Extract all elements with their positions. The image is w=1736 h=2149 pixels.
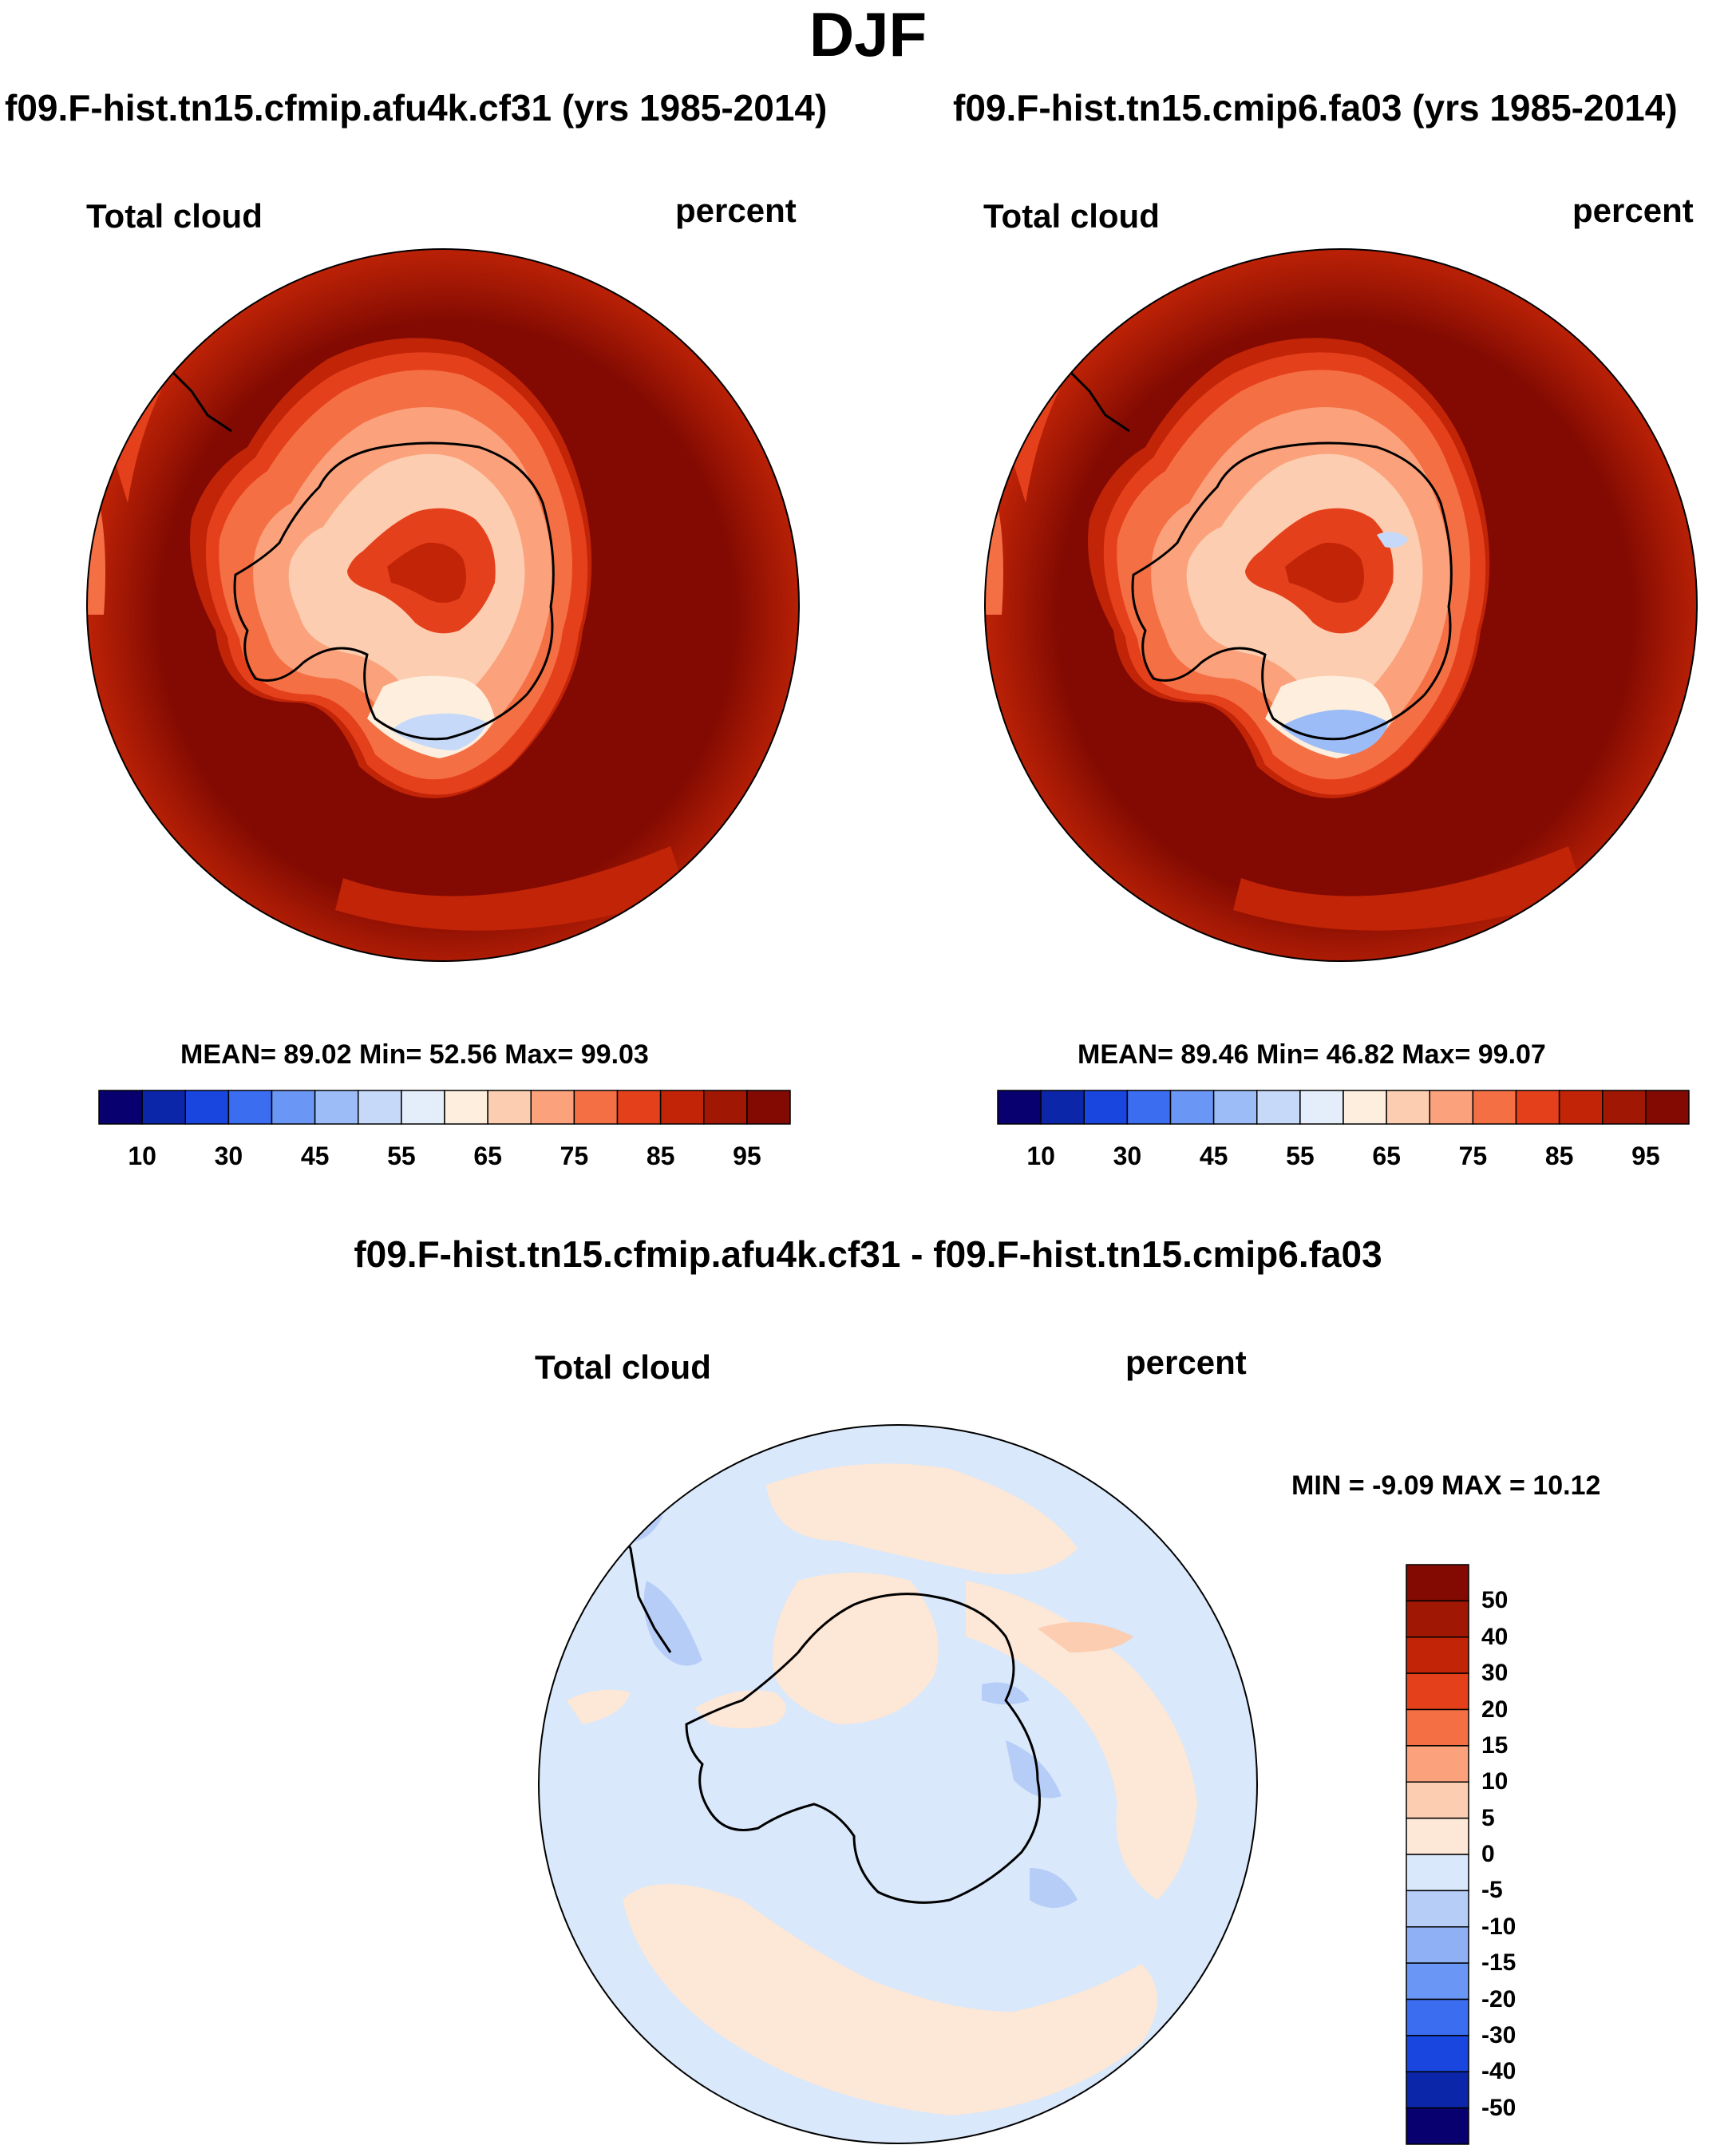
colorbar-swatch (141, 1090, 186, 1125)
colorbar-swatch (1299, 1090, 1344, 1125)
colorbar-swatch (1406, 1781, 1469, 1819)
colorbar-tick-label: -40 (1481, 2058, 1517, 2085)
colorbar-tick-label: 75 (560, 1142, 589, 1170)
diff-stats: MIN = -9.09 MAX = 10.12 (1291, 1470, 1601, 1501)
colorbar-swatch (1406, 1636, 1469, 1674)
colorbar-swatch (1083, 1090, 1129, 1125)
colorbar-tick-label: 10 (128, 1142, 156, 1170)
colorbar-swatch (1406, 1745, 1469, 1783)
colorbar-tick-label: 5 (1481, 1804, 1495, 1831)
colorbar-swatch (401, 1090, 445, 1125)
panel2-units-label: percent (1572, 192, 1694, 229)
colorbar-swatch (1472, 1090, 1517, 1125)
colorbar-swatch (1406, 1998, 1469, 2036)
colorbar-tick-label: 55 (1286, 1142, 1315, 1170)
colorbar-tick-label: 30 (1481, 1660, 1509, 1687)
colorbar-swatch (1169, 1090, 1215, 1125)
colorbar-swatch (98, 1090, 143, 1125)
colorbar-swatch (1040, 1090, 1085, 1125)
colorbar-swatch (1256, 1090, 1301, 1125)
colorbar-tick-label: -30 (1481, 2021, 1517, 2048)
colorbar-tick-label: 15 (1481, 1731, 1509, 1759)
colorbar-swatch (1406, 1564, 1469, 1602)
colorbar-tick-label: -10 (1481, 1913, 1517, 1940)
panel2-map (984, 248, 1698, 962)
colorbar-swatch (358, 1090, 402, 1125)
diff-colorbar (1406, 1564, 1469, 2145)
colorbar-swatch (1406, 2071, 1469, 2109)
colorbar-swatch (1515, 1090, 1560, 1125)
colorbar-swatch (1406, 1708, 1469, 1747)
main-title: DJF (809, 0, 927, 69)
colorbar-swatch (314, 1090, 359, 1125)
panel1-colorbar (98, 1090, 791, 1125)
colorbar-tick-label: 30 (214, 1142, 243, 1170)
colorbar-swatch (573, 1090, 619, 1125)
colorbar-tick-label: 55 (387, 1142, 416, 1170)
colorbar-tick-label: 10 (1026, 1142, 1055, 1170)
colorbar-swatch (1406, 1817, 1469, 1855)
colorbar-swatch (659, 1090, 705, 1125)
colorbar-tick-label: 30 (1113, 1142, 1142, 1170)
colorbar-swatch (997, 1090, 1042, 1125)
colorbar-swatch (227, 1090, 273, 1125)
colorbar-tick-label: 50 (1481, 1587, 1509, 1614)
colorbar-swatch (1406, 1890, 1469, 1928)
colorbar-swatch (1406, 1926, 1469, 1964)
colorbar-swatch (616, 1090, 662, 1125)
diff-title: f09.F-hist.tn15.cfmip.afu4k.cf31 - f09.F… (354, 1233, 1382, 1275)
colorbar-swatch (1429, 1090, 1474, 1125)
colorbar-swatch (1602, 1090, 1647, 1125)
colorbar-tick-label: 40 (1481, 1623, 1509, 1650)
diff-map (538, 1424, 1258, 2144)
colorbar-tick-label: 45 (300, 1142, 330, 1170)
panel1-units-label: percent (675, 192, 797, 229)
colorbar-tick-label: 95 (733, 1142, 761, 1170)
panel1-variable-label: Total cloud (86, 197, 263, 235)
colorbar-swatch (1406, 2107, 1469, 2145)
colorbar-tick-label: 65 (473, 1142, 502, 1170)
colorbar-tick-label: 85 (646, 1142, 675, 1170)
colorbar-tick-label: 10 (1481, 1768, 1509, 1795)
colorbar-swatch (1126, 1090, 1172, 1125)
colorbar-swatch (1645, 1090, 1690, 1125)
colorbar-tick-label: 95 (1631, 1142, 1660, 1170)
colorbar-swatch (1212, 1090, 1258, 1125)
case2-title: f09.F-hist.tn15.cmip6.fa03 (yrs 1985-201… (953, 87, 1678, 129)
colorbar-tick-label: -20 (1481, 1985, 1517, 2012)
colorbar-swatch (487, 1090, 532, 1125)
colorbar-swatch (1558, 1090, 1604, 1125)
colorbar-swatch (1406, 2035, 1469, 2072)
colorbar-tick-label: 0 (1481, 1841, 1495, 1867)
colorbar-tick-label: 85 (1544, 1142, 1574, 1170)
panel1-stats: MEAN= 89.02 Min= 52.56 Max= 99.03 (180, 1039, 649, 1070)
colorbar-swatch (1406, 1672, 1469, 1711)
case1-title: f09.F-hist.tn15.cfmip.afu4k.cf31 (yrs 19… (5, 87, 828, 129)
colorbar-swatch (1406, 1600, 1469, 1638)
colorbar-tick-label: 65 (1372, 1142, 1401, 1170)
colorbar-swatch (746, 1090, 791, 1125)
colorbar-tick-label: 75 (1458, 1142, 1488, 1170)
diff-variable-label: Total cloud (535, 1348, 711, 1386)
panel2-stats: MEAN= 89.46 Min= 46.82 Max= 99.07 (1078, 1039, 1546, 1070)
panel2-variable-label: Total cloud (983, 197, 1160, 235)
colorbar-swatch (703, 1090, 748, 1125)
colorbar-tick-label: -50 (1481, 2094, 1517, 2121)
colorbar-swatch (1386, 1090, 1430, 1125)
colorbar-swatch (271, 1090, 316, 1125)
colorbar-swatch (444, 1090, 488, 1125)
colorbar-swatch (1406, 1854, 1469, 1892)
colorbar-tick-label: 45 (1199, 1142, 1228, 1170)
colorbar-swatch (1343, 1090, 1387, 1125)
diff-units-label: percent (1125, 1344, 1247, 1381)
panel1-map (86, 248, 800, 962)
colorbar-swatch (530, 1090, 575, 1125)
colorbar-tick-label: -5 (1481, 1877, 1503, 1904)
colorbar-swatch (184, 1090, 230, 1125)
panel2-colorbar (997, 1090, 1690, 1125)
colorbar-tick-label: -15 (1481, 1949, 1517, 1977)
colorbar-swatch (1406, 1962, 1469, 2001)
colorbar-tick-label: 20 (1481, 1696, 1509, 1723)
